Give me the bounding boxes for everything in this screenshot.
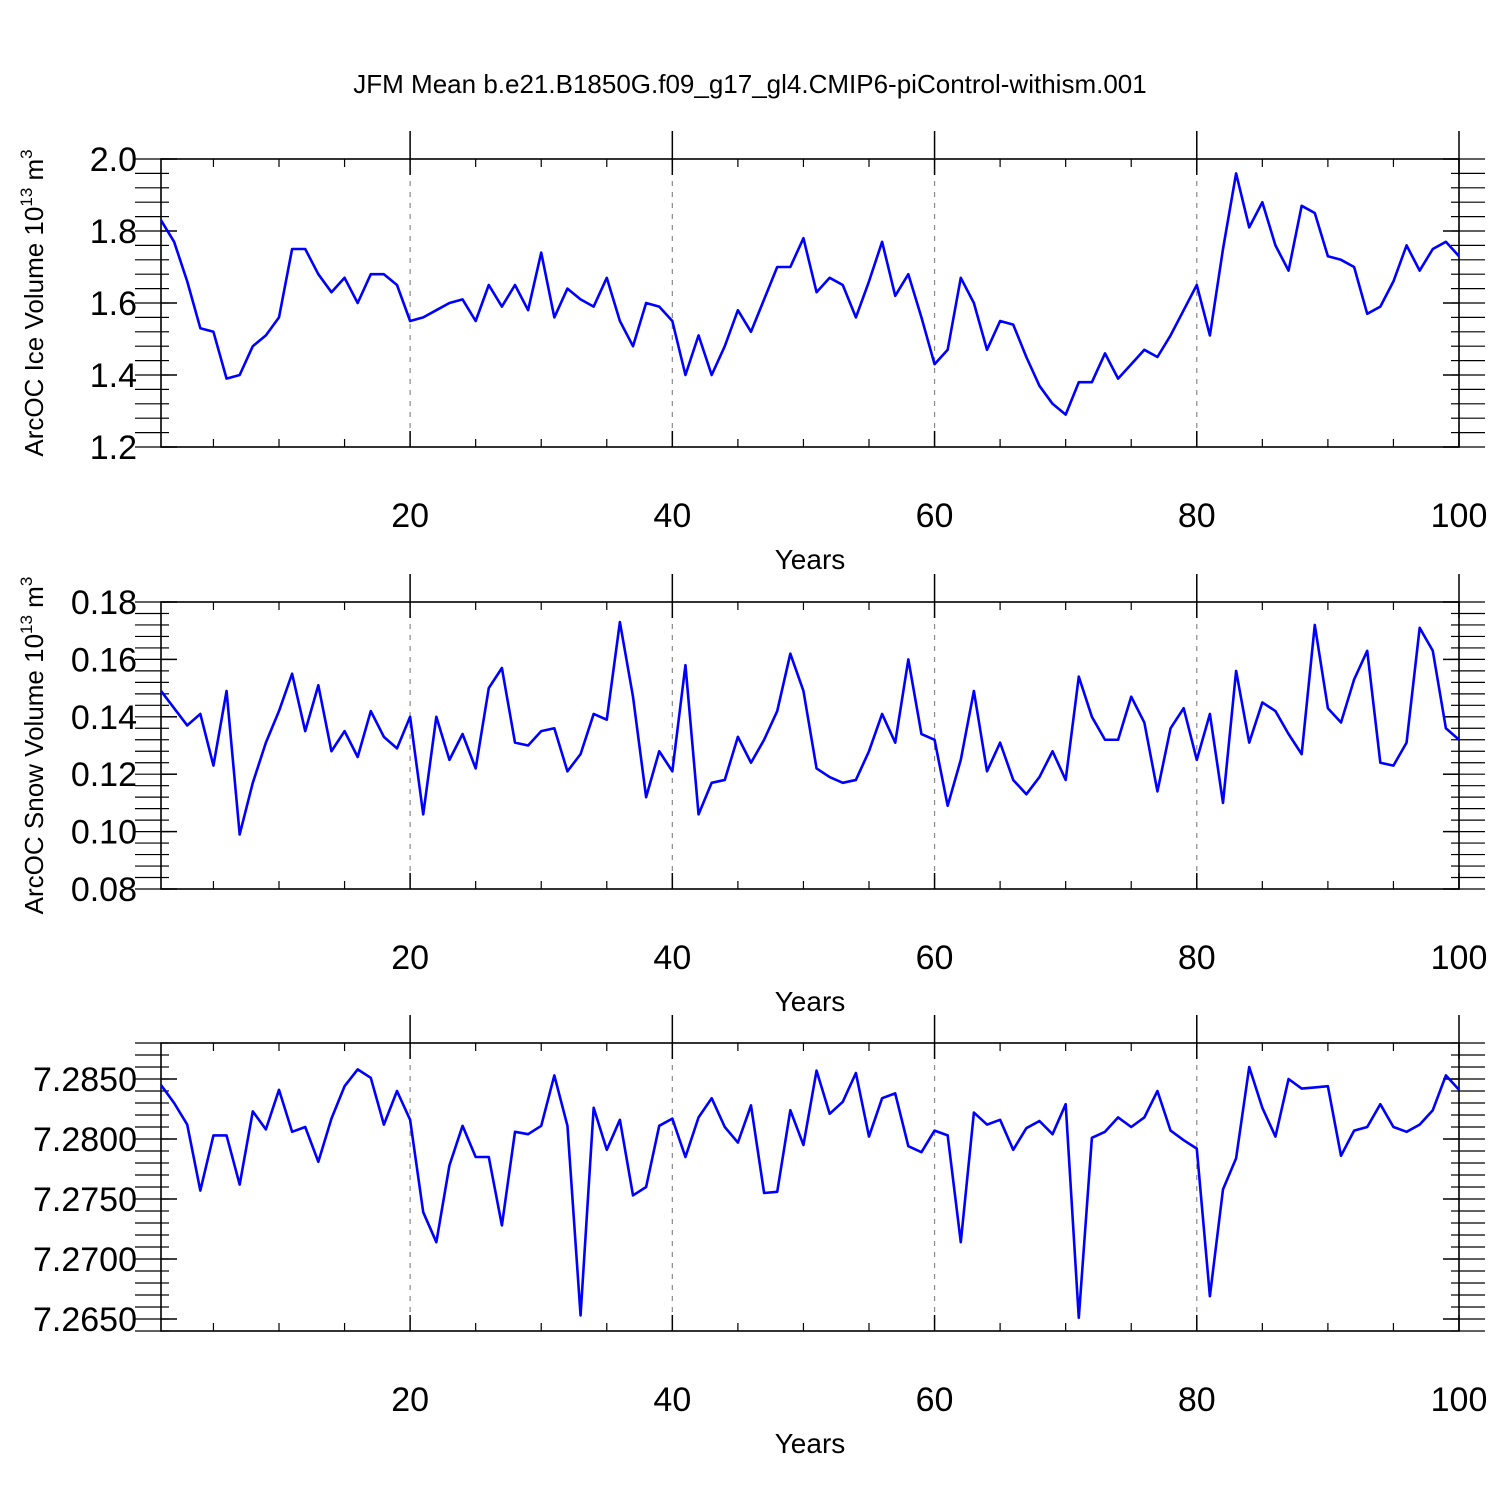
x-tick-label: 80: [1178, 1381, 1216, 1419]
y-tick-label: 7.2750: [33, 1181, 137, 1219]
volume-series-line: [159, 1065, 1460, 1320]
x-tick-label: 100: [1431, 939, 1488, 977]
x-tick-label: 80: [1178, 939, 1216, 977]
y-tick-label: 7.2800: [33, 1121, 137, 1159]
x-tick-label: 100: [1431, 1381, 1488, 1419]
x-axis-label: Years: [775, 544, 846, 575]
x-tick-label: 100: [1431, 497, 1488, 535]
y-tick-label: 0.14: [71, 699, 137, 737]
x-tick-label: 40: [653, 939, 691, 977]
x-tick-label: 60: [916, 497, 954, 535]
snow-series-line: [159, 620, 1460, 836]
x-axis-label: Years: [775, 986, 846, 1017]
y-tick-label: 7.2700: [33, 1241, 137, 1279]
x-tick-label: 20: [391, 1381, 429, 1419]
x-tick-label: 40: [653, 497, 691, 535]
x-tick-label: 80: [1178, 497, 1216, 535]
x-axis-label: Years: [775, 1428, 846, 1459]
y-axis-label: ArcOC Ice Volume 1013 m3: [17, 149, 49, 456]
ice-panel: 20 40 60 80 100 1.2 1.4 1.6 1.8 2.0 Years ArcOC Ice…: [17, 131, 1487, 575]
y-tick-label: 0.12: [71, 756, 137, 794]
y-tick-label: 0.18: [71, 584, 137, 622]
plot-frame: [160, 1042, 1460, 1332]
y-tick-label: 7.2650: [33, 1301, 137, 1339]
x-tick-label: 40: [653, 1381, 691, 1419]
x-tick-label: 60: [916, 1381, 954, 1419]
volume-panel: 20 40 60 80 100 7.2650 7.2700 7.2750 7.2800 7.285…: [33, 1015, 1487, 1459]
x-tick-label: 60: [916, 939, 954, 977]
y-tick-label: 1.4: [90, 357, 137, 395]
y-tick-label: 0.08: [71, 871, 137, 909]
y-tick-label: 1.2: [90, 429, 137, 467]
y-tick-label: 1.6: [90, 285, 137, 323]
x-tick-label: 20: [391, 939, 429, 977]
chart-title: JFM Mean b.e21.B1850G.f09_g17_gl4.CMIP6-…: [353, 69, 1146, 99]
y-tick-label: 1.8: [90, 213, 137, 251]
y-tick-label: 0.10: [71, 814, 137, 852]
y-axis-label: ArcOC Snow Volume 1013 m3: [17, 577, 49, 915]
snow-panel: 20 40 60 80 100 0.08 0.10 0.12 0.14 0.16 0.18 Years…: [17, 574, 1487, 1017]
y-tick-label: 2.0: [90, 141, 137, 179]
x-tick-label: 20: [391, 497, 429, 535]
ice-series-line: [159, 172, 1460, 416]
plot-frame: [160, 158, 1460, 448]
y-tick-label: 0.16: [71, 641, 137, 679]
plot-frame: [160, 601, 1460, 890]
y-tick-label: 7.2850: [33, 1061, 137, 1099]
